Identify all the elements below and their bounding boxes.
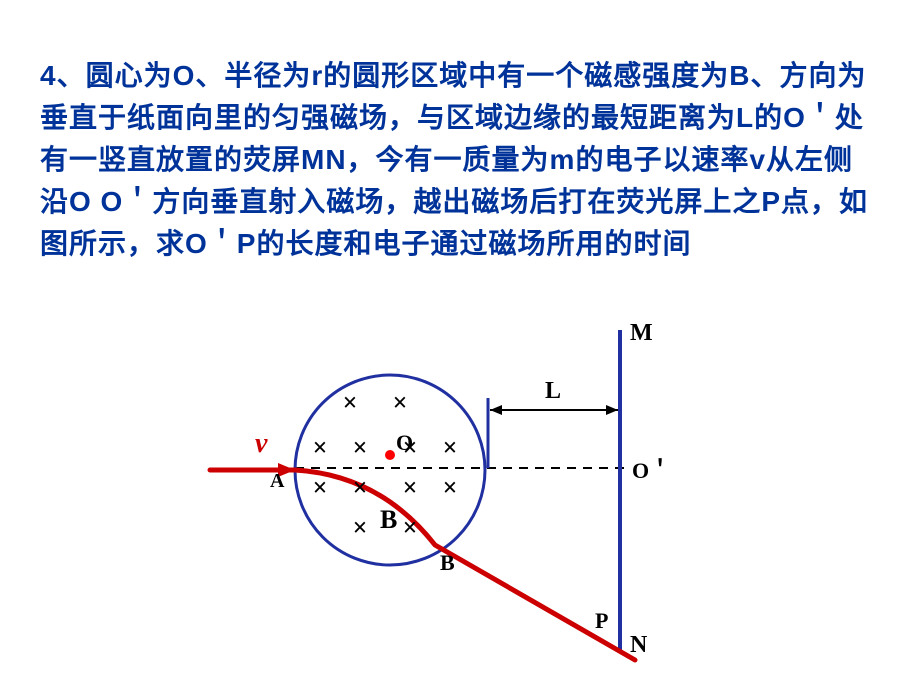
electron-trajectory xyxy=(210,470,635,660)
label-o: O xyxy=(396,430,413,456)
label-l: L xyxy=(545,378,561,405)
problem-text: 4、圆心为O、半径为r的圆形区域中有一个磁感强度为B、方向为垂直于纸面向里的匀强… xyxy=(40,55,880,265)
label-v: v xyxy=(255,428,267,460)
svg-text:×: × xyxy=(353,433,368,462)
field-circle xyxy=(295,375,485,565)
center-dot xyxy=(385,450,395,460)
label-bfield: B xyxy=(380,505,397,535)
svg-text:×: × xyxy=(403,473,418,502)
label-bpoint: B xyxy=(440,550,455,576)
l-arrow-right xyxy=(606,405,618,415)
l-arrow-left xyxy=(490,405,502,415)
svg-text:×: × xyxy=(403,513,418,542)
svg-text:×: × xyxy=(343,388,358,417)
label-m: M xyxy=(630,320,653,347)
svg-text:×: × xyxy=(443,433,458,462)
physics-diagram: ×××××××××××× M N L O O＇ v A B B P xyxy=(200,310,750,670)
label-n: N xyxy=(630,632,647,659)
svg-text:×: × xyxy=(353,513,368,542)
label-p: P xyxy=(595,608,608,634)
label-a: A xyxy=(270,470,284,493)
label-oprime: O＇ xyxy=(632,453,671,485)
svg-text:×: × xyxy=(353,473,368,502)
svg-text:×: × xyxy=(443,473,458,502)
svg-text:×: × xyxy=(313,433,328,462)
svg-text:×: × xyxy=(313,473,328,502)
svg-text:×: × xyxy=(393,388,408,417)
